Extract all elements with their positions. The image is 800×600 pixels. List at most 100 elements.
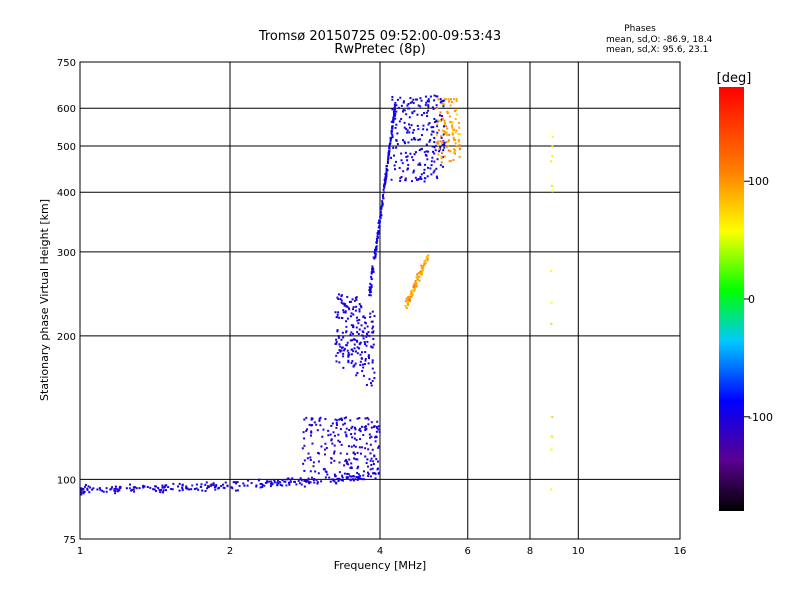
echo-point	[388, 142, 391, 145]
echo-point	[350, 362, 353, 365]
echo-point	[551, 145, 554, 148]
echo-point	[374, 254, 377, 257]
echo-point	[291, 477, 294, 480]
echo-point	[303, 437, 306, 440]
echo-point	[412, 171, 415, 174]
echo-point	[449, 98, 452, 101]
echo-point	[368, 433, 371, 436]
echo-point	[433, 94, 436, 97]
echo-point	[352, 313, 355, 316]
echo-point	[344, 431, 347, 434]
echo-point	[334, 343, 337, 346]
echo-point	[417, 128, 420, 131]
echo-point	[349, 466, 352, 469]
echo-point	[331, 442, 334, 445]
echo-point	[191, 484, 194, 487]
echo-point	[373, 425, 376, 428]
echo-point	[437, 119, 440, 122]
echo-point	[358, 446, 361, 449]
echo-point	[355, 305, 358, 308]
echo-point	[394, 168, 397, 171]
echo-point	[98, 487, 101, 490]
echo-point	[114, 485, 117, 488]
echo-point	[370, 320, 373, 323]
echo-point	[270, 482, 273, 485]
echo-point	[439, 146, 442, 149]
echo-point	[427, 150, 430, 153]
y-tick-label: 100	[57, 475, 76, 486]
echo-point	[333, 459, 336, 462]
echo-point	[365, 383, 368, 386]
echo-point	[371, 359, 374, 362]
echo-point	[350, 467, 353, 470]
echo-point	[257, 479, 260, 482]
echo-point	[382, 184, 385, 187]
echo-point	[349, 339, 352, 342]
echo-point	[343, 472, 346, 475]
echo-point	[418, 162, 421, 165]
echo-point	[119, 486, 122, 489]
echo-point	[310, 424, 313, 427]
echo-point	[440, 115, 443, 118]
echo-point	[324, 442, 327, 445]
echo-point	[315, 423, 318, 426]
echo-point	[443, 123, 446, 126]
echo-point	[352, 452, 355, 455]
echo-point	[91, 488, 94, 491]
echo-point	[298, 482, 301, 485]
echo-point	[423, 171, 426, 174]
echo-point	[377, 467, 380, 470]
echo-point	[349, 475, 352, 478]
echo-point	[178, 482, 181, 485]
echo-point	[423, 180, 426, 183]
echo-point	[391, 125, 394, 128]
echo-point	[423, 263, 426, 266]
echo-point	[118, 489, 121, 492]
echo-point	[393, 105, 396, 108]
echo-point	[433, 99, 436, 102]
echo-point	[411, 289, 414, 292]
echo-point	[354, 445, 357, 448]
echo-point	[353, 299, 356, 302]
echo-point	[375, 425, 378, 428]
echo-point	[405, 297, 408, 300]
echo-point	[354, 428, 357, 431]
echo-point	[368, 378, 371, 381]
echo-point	[340, 338, 343, 341]
echo-point	[354, 296, 357, 299]
echo-point	[338, 349, 341, 352]
echo-point	[259, 482, 262, 485]
echo-point	[379, 211, 382, 214]
echo-point	[417, 163, 420, 166]
echo-point	[281, 484, 284, 487]
echo-point	[313, 481, 316, 484]
echo-point	[266, 481, 269, 484]
echo-point	[449, 150, 452, 153]
echo-point	[391, 136, 394, 139]
echo-point	[416, 273, 419, 276]
echo-point	[357, 465, 360, 468]
echo-point	[408, 107, 411, 110]
echo-point	[341, 346, 344, 349]
echo-point	[374, 256, 377, 259]
echo-point	[420, 134, 423, 137]
x-tick-label: 1	[77, 546, 83, 557]
echo-point	[426, 255, 429, 258]
echo-point	[433, 146, 436, 149]
echo-point	[159, 491, 162, 494]
echo-point	[390, 130, 393, 133]
echo-point	[439, 140, 442, 143]
echo-point	[356, 471, 359, 474]
echo-point	[312, 465, 315, 468]
echo-point	[442, 117, 445, 120]
echo-point	[344, 303, 347, 306]
echo-point	[413, 284, 416, 287]
echo-point	[346, 317, 349, 320]
echo-point	[430, 164, 433, 167]
echo-point	[386, 169, 389, 172]
echo-point	[351, 339, 354, 342]
echo-point	[346, 452, 349, 455]
echo-point	[276, 481, 279, 484]
echo-point	[82, 488, 85, 491]
